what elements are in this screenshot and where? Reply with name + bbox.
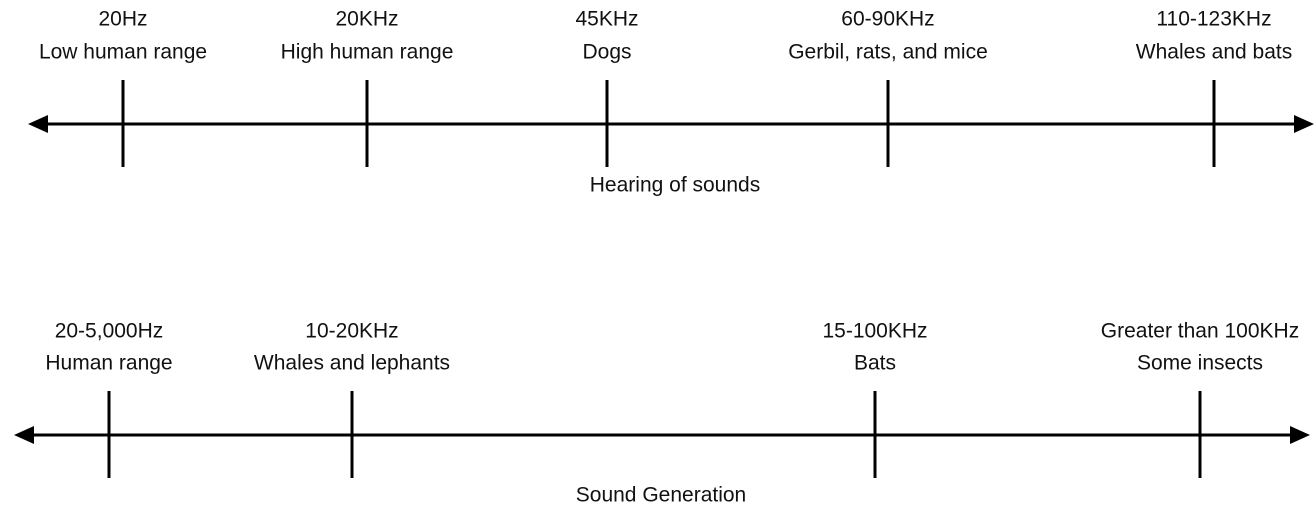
marker-frequency: 20KHz (335, 8, 398, 31)
marker-frequency: 60-90KHz (841, 8, 934, 31)
timeline-title: Hearing of sounds (590, 174, 760, 197)
marker-frequency: 45KHz (575, 8, 638, 31)
marker-frequency: 20Hz (98, 8, 147, 31)
marker-frequency: 15-100KHz (822, 320, 927, 343)
marker-label: Human range (45, 352, 172, 375)
arrow-left (14, 426, 34, 444)
marker-label: Whales and bats (1136, 41, 1292, 64)
marker-frequency: 20-5,000Hz (55, 320, 164, 343)
marker-frequency: Greater than 100KHz (1101, 320, 1299, 343)
marker-frequency: 10-20KHz (305, 320, 398, 343)
arrow-right (1290, 426, 1310, 444)
marker-label: Some insects (1137, 352, 1263, 375)
marker-label: High human range (281, 41, 454, 64)
marker-frequency: 110-123KHz (1156, 8, 1271, 31)
marker-label: Bats (854, 352, 896, 375)
marker-label: Low human range (39, 41, 207, 64)
arrow-right (1294, 115, 1314, 133)
marker-label: Gerbil, rats, and mice (788, 41, 988, 64)
arrow-left (28, 115, 48, 133)
marker-label: Dogs (582, 41, 631, 64)
marker-label: Whales and lephants (254, 352, 450, 375)
timeline-title: Sound Generation (576, 484, 746, 507)
